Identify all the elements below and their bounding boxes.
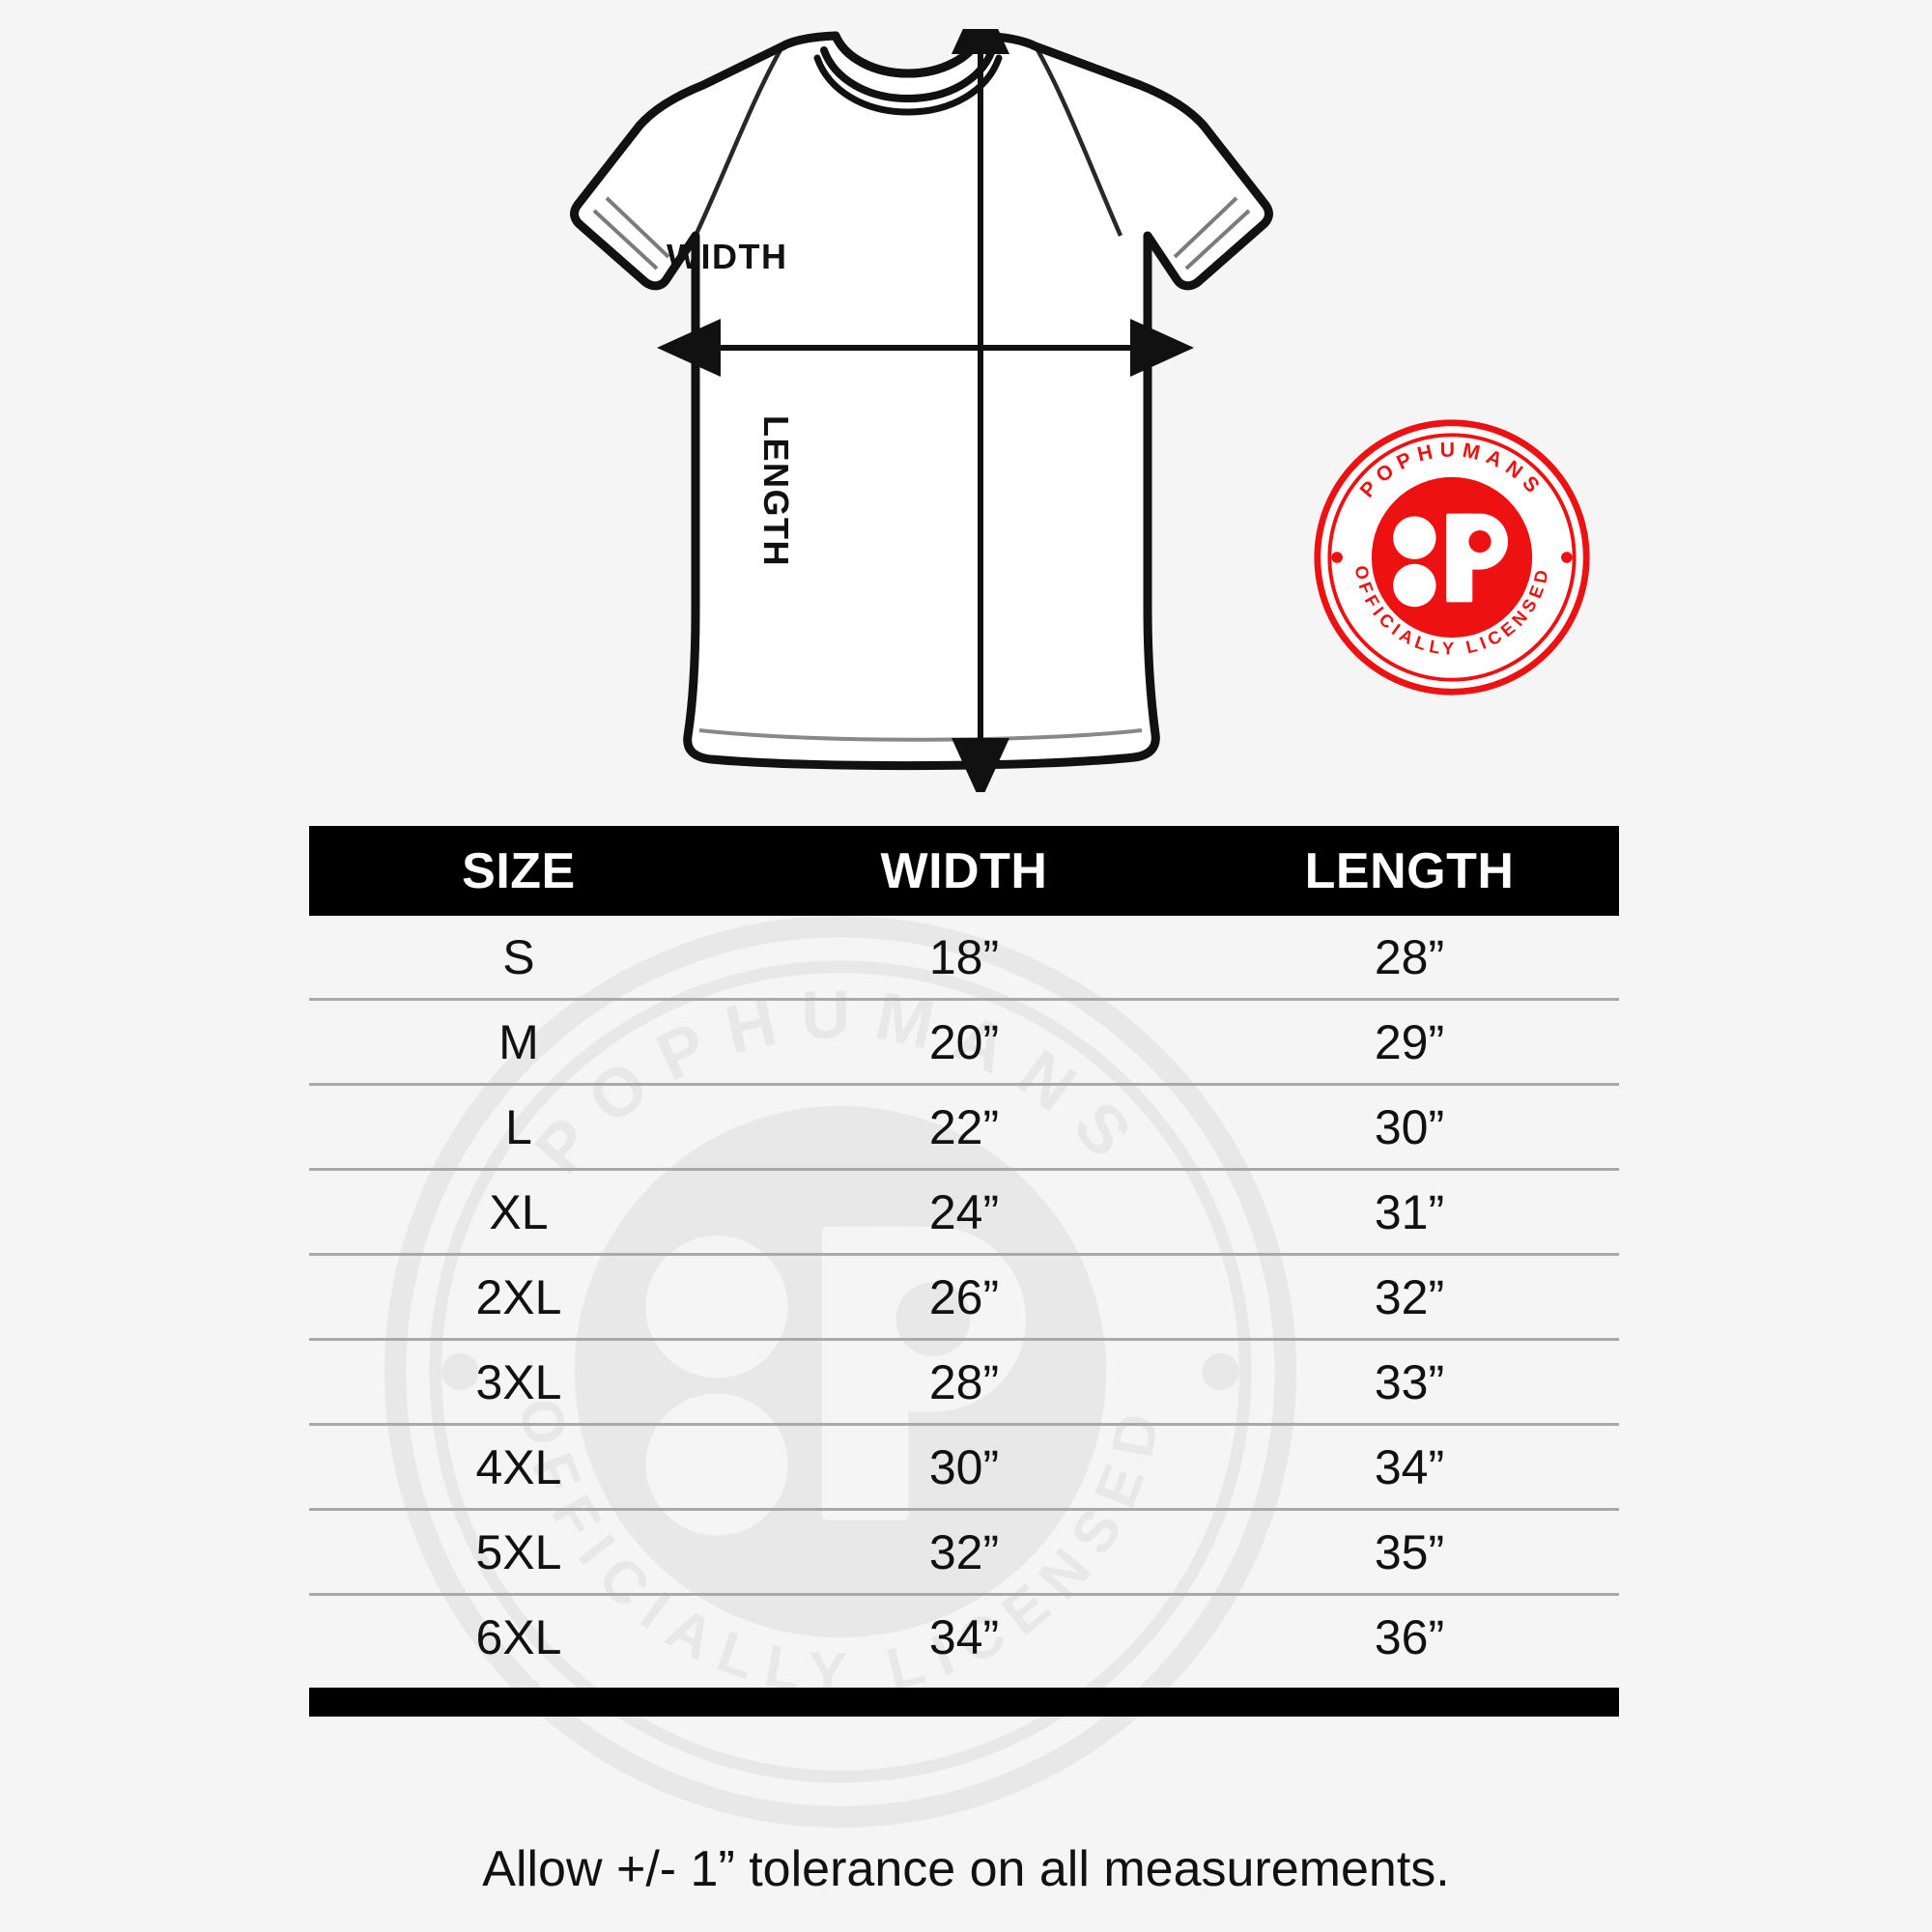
cell-size: S — [502, 929, 535, 984]
table-row: 4XL 30” 34” — [309, 1426, 1619, 1511]
table-row: 5XL 32” 35” — [309, 1511, 1619, 1596]
cell-length: 29” — [1374, 1014, 1445, 1069]
badge-inner-ring — [1327, 433, 1577, 682]
column-header-width: WIDTH — [880, 842, 1048, 899]
column-header-size: SIZE — [462, 842, 576, 899]
t-shirt-measurement-diagram — [502, 29, 1275, 792]
cell-size: 6XL — [475, 1609, 562, 1664]
pophumans-official-badge: POPHUMANS OFFICIALLY LICENSED — [1312, 417, 1592, 697]
length-dimension-label: LENGTH — [756, 415, 796, 567]
badge-dot-lower — [1393, 563, 1436, 608]
badge-side-dot-right — [1561, 552, 1573, 563]
t-shirt-bottom-hem — [698, 728, 1143, 742]
cell-width: 22” — [928, 1099, 1000, 1154]
cell-length: 34” — [1374, 1439, 1445, 1494]
cell-size: XL — [489, 1184, 549, 1239]
cell-size: 5XL — [475, 1524, 562, 1579]
cell-size: M — [498, 1014, 539, 1069]
cell-size: 4XL — [475, 1439, 562, 1494]
table-row: M 20” 29” — [309, 1001, 1619, 1086]
t-shirt-outline — [570, 31, 1273, 771]
cell-width: 26” — [928, 1269, 1000, 1324]
tolerance-note: Allow +/- 1” tolerance on all measuremen… — [482, 1841, 1450, 1897]
table-row: S 18” 28” — [309, 916, 1619, 1001]
cell-width: 28” — [928, 1354, 1000, 1409]
width-dimension-label: WIDTH — [667, 237, 788, 276]
cell-width: 24” — [928, 1184, 1000, 1239]
table-row: L 22” 30” — [309, 1086, 1619, 1171]
cell-length: 35” — [1374, 1524, 1445, 1579]
table-bottom-bar — [309, 1688, 1619, 1717]
table-row: 6XL 34” 36” — [309, 1596, 1619, 1678]
cell-width: 18” — [928, 929, 1000, 984]
table-row: 3XL 28” 33” — [309, 1341, 1619, 1426]
badge-letter-p — [1446, 513, 1508, 603]
cell-length: 30” — [1374, 1099, 1445, 1154]
cell-length: 31” — [1374, 1184, 1445, 1239]
t-shirt-shoulder-seams — [693, 44, 1123, 237]
size-chart-table: SIZE WIDTH LENGTH S 18” 28” M 20” 29” L … — [309, 826, 1619, 1717]
table-header-row: SIZE WIDTH LENGTH — [309, 826, 1619, 916]
table-body: S 18” 28” M 20” 29” L 22” 30” XL 24” 31”… — [309, 916, 1619, 1678]
cell-length: 32” — [1374, 1269, 1445, 1324]
cell-width: 34” — [928, 1609, 1000, 1664]
cell-length: 36” — [1374, 1609, 1445, 1664]
cell-size: L — [505, 1099, 532, 1154]
cell-length: 33” — [1374, 1354, 1445, 1409]
badge-side-dot-left — [1331, 552, 1343, 563]
badge-dot-upper — [1393, 516, 1436, 559]
cell-size: 2XL — [475, 1269, 562, 1324]
t-shirt-sleeve-hems — [592, 196, 1251, 270]
cell-length: 28” — [1374, 929, 1445, 984]
table-row: 2XL 26” 32” — [309, 1256, 1619, 1341]
cell-width: 32” — [928, 1524, 1000, 1579]
cell-width: 30” — [928, 1439, 1000, 1494]
table-row: XL 24” 31” — [309, 1171, 1619, 1256]
column-header-length: LENGTH — [1304, 842, 1515, 899]
cell-width: 20” — [928, 1014, 1000, 1069]
cell-size: 3XL — [475, 1354, 562, 1409]
